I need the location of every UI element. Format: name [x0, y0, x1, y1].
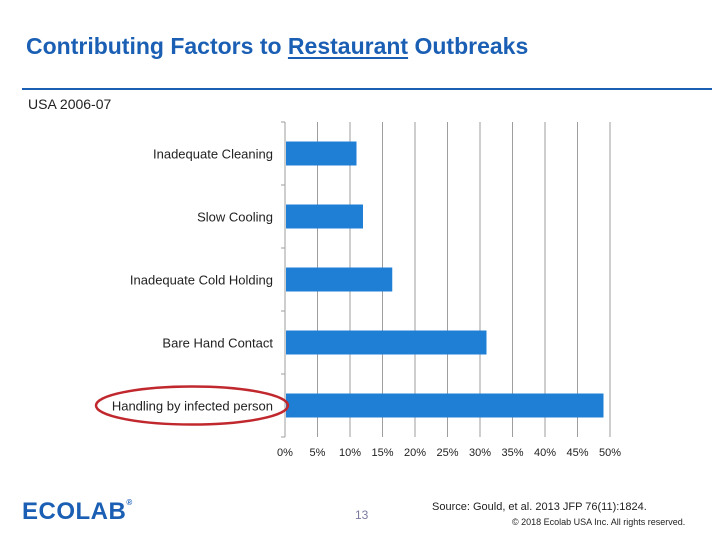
category-label: Slow Cooling [197, 210, 273, 225]
bar [286, 393, 604, 418]
x-tick-label: 15% [371, 447, 393, 459]
title-suffix: Outbreaks [408, 33, 529, 59]
title-divider [22, 88, 712, 90]
source-note: Source: Gould, et al. 2013 JFP 76(11):18… [432, 501, 647, 513]
x-tick-label: 0% [277, 447, 293, 459]
chart-subtitle: USA 2006-07 [28, 96, 112, 112]
x-tick-label: 35% [501, 447, 523, 459]
x-tick-label: 10% [339, 447, 361, 459]
x-tick-label: 30% [469, 447, 491, 459]
category-label: Bare Hand Contact [162, 336, 273, 351]
copyright-note: © 2018 Ecolab USA Inc. All rights reserv… [512, 517, 686, 527]
title-underlined-word: Restaurant [287, 33, 409, 59]
x-tick-label: 20% [404, 447, 426, 459]
page-title: Contributing Factors to Restaurant Outbr… [26, 33, 528, 60]
x-tick-label: 40% [534, 447, 556, 459]
x-tick-label: 50% [599, 447, 621, 459]
x-tick-label: 5% [310, 447, 326, 459]
logo-registered-mark: ® [126, 498, 133, 507]
ecolab-logo: ECOLAB® [22, 498, 133, 526]
bar [286, 330, 487, 355]
category-label: Handling by infected person [112, 399, 273, 414]
title-prefix: Contributing Factors to [26, 33, 288, 59]
highlight-circle [94, 385, 290, 426]
bar [286, 204, 363, 229]
category-label: Inadequate Cold Holding [130, 273, 273, 288]
category-label: Inadequate Cleaning [153, 147, 273, 162]
x-tick-label: 45% [566, 447, 588, 459]
page-number: 13 [355, 508, 369, 522]
x-tick-label: 25% [436, 447, 458, 459]
logo-text: ECOLAB [22, 498, 127, 525]
bar [286, 267, 393, 292]
bar [286, 141, 357, 166]
